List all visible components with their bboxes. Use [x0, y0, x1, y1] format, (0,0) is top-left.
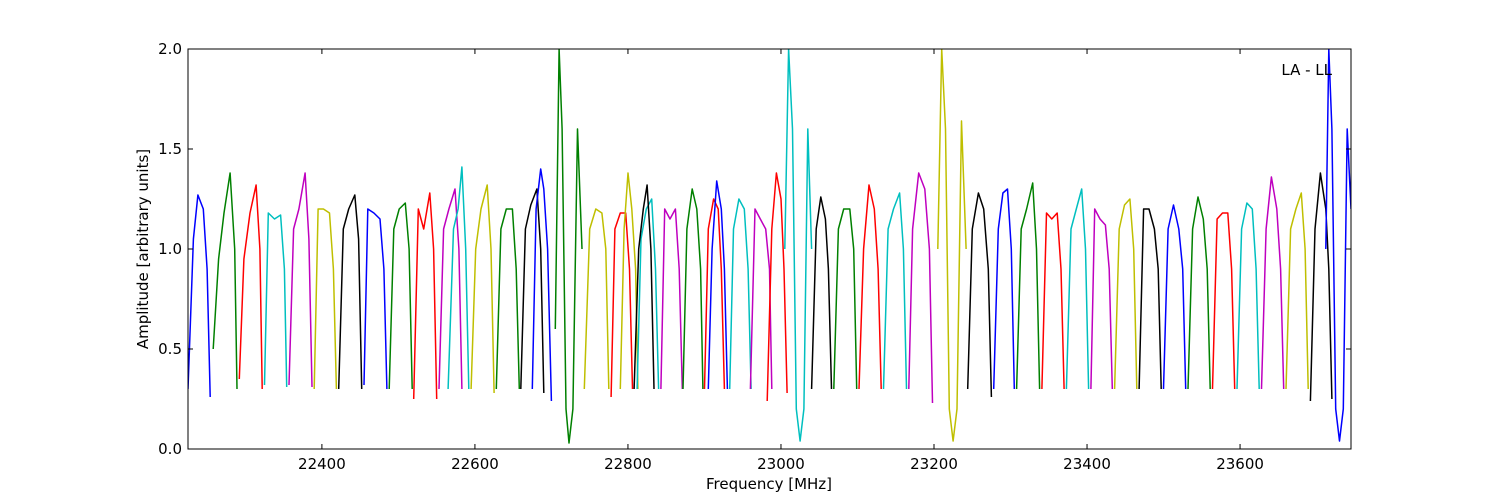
x-tick-label: 22600 [451, 455, 499, 473]
y-tick-label: 2.0 [158, 40, 182, 58]
series-line [707, 180, 729, 390]
series-line [633, 184, 655, 390]
y-tick-label: 0.5 [158, 340, 182, 358]
series-line [682, 188, 704, 390]
series-line [1162, 204, 1187, 390]
x-tick-label: 22400 [298, 455, 346, 473]
series-line [1309, 172, 1333, 402]
series-line [1260, 176, 1285, 390]
series-line [1041, 212, 1065, 390]
series-line [1113, 198, 1138, 390]
series-line [1211, 212, 1236, 390]
series-line [636, 198, 660, 390]
series-line [1138, 208, 1162, 390]
x-tick-label: 23200 [910, 455, 958, 473]
series-line [583, 208, 610, 390]
series-line [784, 49, 813, 442]
series-line [660, 208, 684, 390]
series-line [1236, 202, 1260, 390]
y-tick-label: 1.0 [158, 240, 182, 258]
series-line [908, 172, 934, 404]
series-line [495, 208, 521, 390]
series-line [1325, 49, 1351, 442]
series-line [966, 192, 993, 398]
series-line [728, 198, 752, 390]
series-line [212, 172, 238, 390]
series-line [388, 202, 413, 390]
series-layer [188, 49, 1351, 444]
ticks-layer: 22400 22600 22800 23000 23200 23400 23600 0.0 0.… [158, 40, 1351, 473]
series-line [858, 184, 882, 390]
series-line [810, 196, 833, 390]
series-line [1090, 208, 1114, 390]
x-tick-label: 23000 [757, 455, 805, 473]
series-line [703, 198, 726, 390]
series-line [412, 192, 438, 400]
x-tick-label: 23400 [1063, 455, 1111, 473]
series-line [438, 188, 463, 390]
series-line [188, 194, 211, 398]
series-line [937, 49, 967, 442]
series-line [238, 184, 263, 390]
y-tick-label: 0.0 [158, 440, 182, 458]
series-line [520, 188, 545, 394]
series-line [833, 208, 858, 390]
series-line [447, 166, 470, 390]
series-line [470, 184, 495, 394]
series-line [554, 49, 583, 444]
series-line [363, 208, 388, 390]
y-tick-label: 1.5 [158, 140, 182, 158]
annotation-label: LA - LL [1281, 61, 1332, 79]
series-line [992, 188, 1016, 390]
series-line [1015, 182, 1041, 390]
plot-area-frame [187, 48, 1352, 450]
x-axis-label: Frequency [MHz] [706, 475, 832, 493]
series-line [1285, 192, 1309, 390]
series-line [337, 194, 363, 390]
series-line [766, 172, 788, 402]
series-line [610, 212, 634, 398]
x-tick-label: 22800 [604, 455, 652, 473]
series-line [619, 172, 639, 390]
series-line [263, 212, 288, 388]
y-axis-label: Amplitude [arbitrary units] [134, 149, 152, 349]
x-tick-label: 23600 [1216, 455, 1264, 473]
series-line [531, 168, 553, 402]
series-line [1187, 196, 1211, 390]
series-line [882, 192, 908, 390]
series-line [1065, 188, 1090, 390]
series-line [288, 172, 313, 388]
series-line [313, 208, 338, 390]
